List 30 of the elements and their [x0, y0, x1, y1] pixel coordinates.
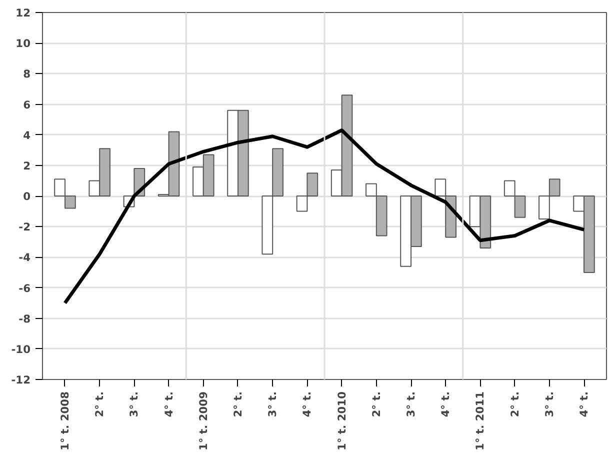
y-tick-label: -2: [18, 220, 31, 234]
x-tick-label: 1° t. 2009: [196, 391, 210, 450]
x-tick-label: 2° t.: [370, 391, 383, 418]
y-tick-label: -4: [18, 251, 31, 264]
y-tick-label: -12: [11, 374, 31, 386]
x-tick-label: 2° t.: [508, 391, 522, 418]
x-tick-label: 1° t. 2010: [335, 391, 348, 450]
x-tick-label: 4° t.: [300, 391, 314, 418]
y-tick-label: -8: [18, 312, 31, 326]
y-tick-label: 10: [16, 37, 31, 50]
x-tick-label: 1° t. 2011: [474, 391, 487, 450]
x-tick-label: 4° t.: [578, 391, 591, 418]
y-tick-label: -10: [11, 342, 31, 356]
line-series: [63, 128, 586, 305]
x-tick-label: 3° t.: [542, 391, 556, 418]
x-tick-label: 4° t.: [162, 391, 176, 418]
x-tick-label: 1° t. 2008: [58, 391, 72, 450]
x-tick-label: 2° t.: [93, 391, 106, 418]
y-tick-label: 2: [23, 159, 31, 172]
x-tick-label: 3° t.: [404, 391, 418, 418]
x-tick-label: 4° t.: [439, 391, 452, 418]
x-tick-label: 3° t.: [128, 391, 141, 418]
y-tick-label: 12: [16, 6, 31, 20]
y-tick-label: 8: [23, 68, 31, 81]
y-tick-label: 6: [23, 98, 31, 112]
y-tick-label: -6: [18, 282, 31, 295]
x-tick-label: 2° t.: [231, 391, 244, 418]
y-tick-label: 4: [23, 128, 31, 142]
y-tick-label: 0: [23, 190, 31, 203]
x-tick-label: 3° t.: [266, 391, 280, 418]
